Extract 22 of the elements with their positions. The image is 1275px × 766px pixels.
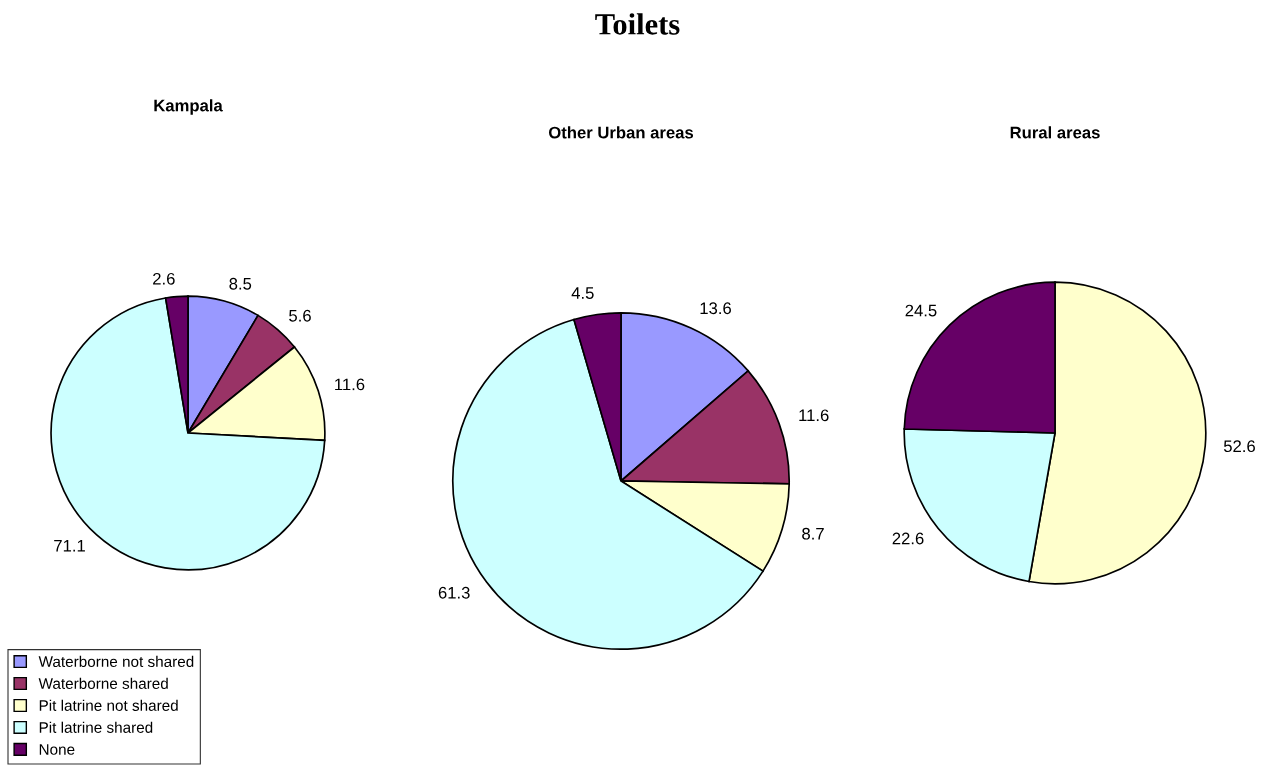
data-label: 11.6 (335, 378, 365, 391)
legend-label: Pit latrine shared (39, 721, 153, 733)
data-label: 2.6 (153, 272, 175, 285)
text: Toilets (595, 13, 680, 35)
data-label: 4.5 (571, 287, 594, 299)
chart-title: Rural areas (1010, 126, 1100, 139)
chart-title: Other Urban areas (548, 126, 694, 139)
legend-label: None (39, 744, 75, 755)
data-label: 8.7 (802, 527, 824, 540)
data-label: 61.3 (438, 586, 470, 599)
data-label: 24.5 (905, 304, 937, 317)
legend-label: Waterborne shared (38, 677, 168, 689)
data-label: 52.6 (1223, 440, 1255, 453)
data-label: 13.6 (700, 302, 731, 315)
legend-label: Pit latrine not shared (39, 699, 178, 711)
data-label: 22.6 (892, 532, 924, 545)
chart-title: Kampala (154, 99, 223, 115)
data-label: 11.6 (799, 409, 829, 422)
legend-label: Waterborne not shared (38, 655, 194, 668)
data-label: 8.5 (229, 277, 252, 290)
data-label: 71.1 (54, 540, 85, 552)
data-label: 5.6 (289, 309, 311, 322)
